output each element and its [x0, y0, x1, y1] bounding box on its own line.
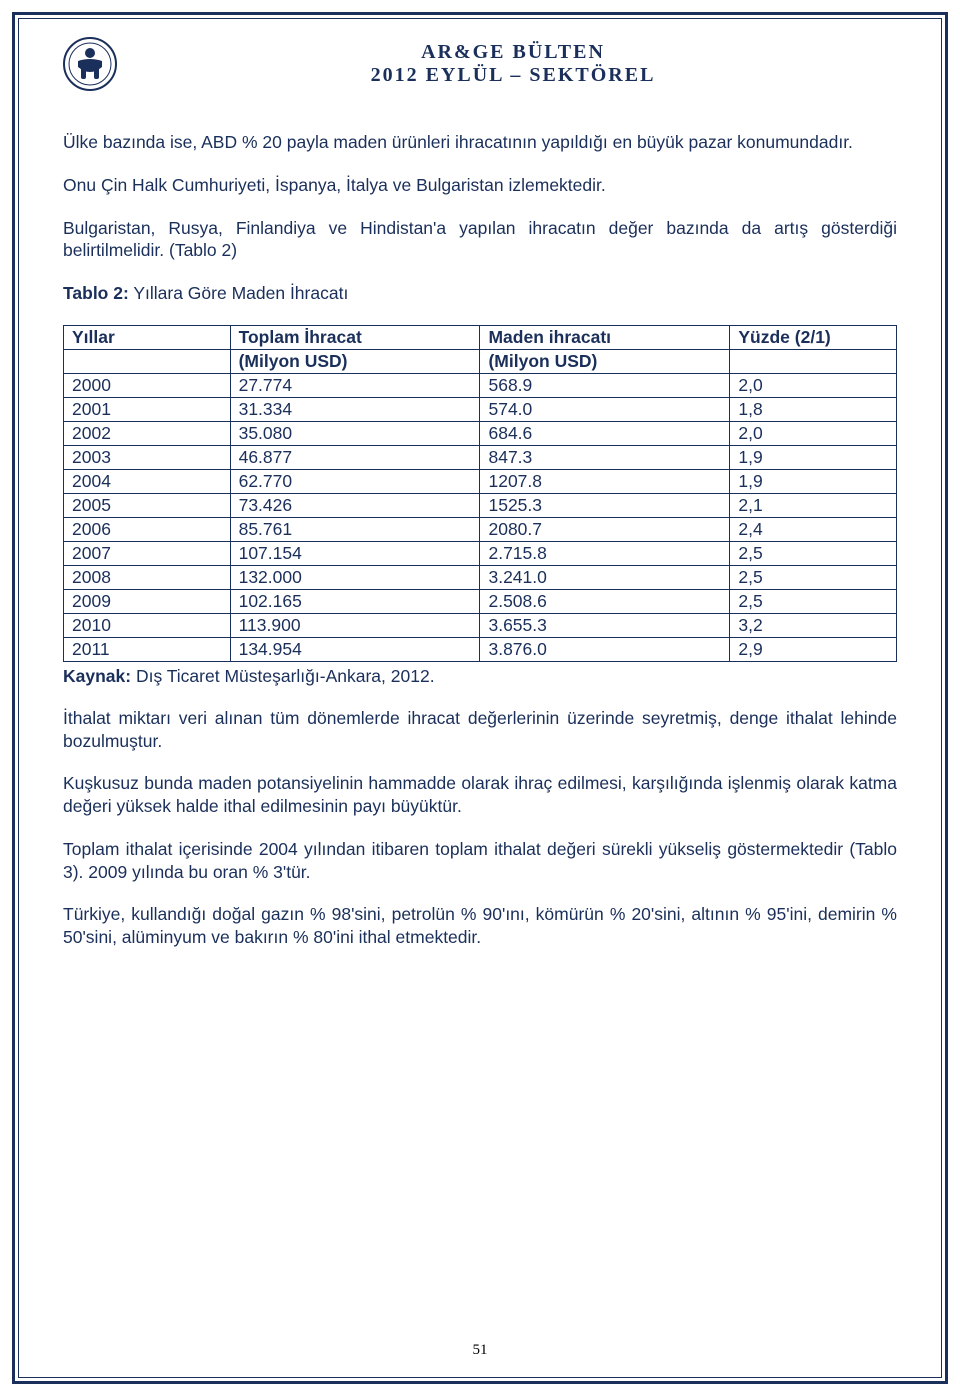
table-row: 200027.774568.92,0	[64, 373, 897, 397]
table-cell: 1,9	[730, 445, 897, 469]
paragraph-1: Ülke bazında ise, ABD % 20 payla maden ü…	[63, 131, 897, 154]
source-label: Kaynak:	[63, 666, 131, 686]
table-caption-bold: Tablo 2:	[63, 283, 129, 303]
col-sub-total: (Milyon USD)	[230, 349, 480, 373]
table-caption: Tablo 2: Yıllara Göre Maden İhracatı	[63, 282, 897, 305]
table-cell: 2007	[64, 541, 231, 565]
table-cell: 847.3	[480, 445, 730, 469]
table-cell: 2,5	[730, 541, 897, 565]
table-cell: 35.080	[230, 421, 480, 445]
col-header-mining: Maden ihracatı	[480, 325, 730, 349]
page-number: 51	[19, 1342, 941, 1359]
table-cell: 85.761	[230, 517, 480, 541]
table-cell: 2000	[64, 373, 231, 397]
table-cell: 2003	[64, 445, 231, 469]
col-sub-pct	[730, 349, 897, 373]
table-cell: 2,0	[730, 421, 897, 445]
header-text-block: AR&GE BÜLTEN 2012 EYLÜL – SEKTÖREL	[129, 41, 897, 87]
table-cell: 1207.8	[480, 469, 730, 493]
col-sub-mining: (Milyon USD)	[480, 349, 730, 373]
table-cell: 2080.7	[480, 517, 730, 541]
outer-frame: AR&GE BÜLTEN 2012 EYLÜL – SEKTÖREL Ülke …	[12, 12, 948, 1384]
table-cell: 107.154	[230, 541, 480, 565]
table-cell: 3.241.0	[480, 565, 730, 589]
table-cell: 31.334	[230, 397, 480, 421]
table-cell: 2010	[64, 613, 231, 637]
table-cell: 2,5	[730, 565, 897, 589]
table-cell: 1,8	[730, 397, 897, 421]
table-cell: 2,9	[730, 637, 897, 661]
table-cell: 2.508.6	[480, 589, 730, 613]
table-cell: 134.954	[230, 637, 480, 661]
table-cell: 1,9	[730, 469, 897, 493]
table-cell: 62.770	[230, 469, 480, 493]
table-row: 2010113.9003.655.33,2	[64, 613, 897, 637]
table-cell: 3,2	[730, 613, 897, 637]
table-cell: 2001	[64, 397, 231, 421]
table-cell: 2004	[64, 469, 231, 493]
document-header: AR&GE BÜLTEN 2012 EYLÜL – SEKTÖREL	[63, 37, 897, 91]
table-row: 200346.877847.31,9	[64, 445, 897, 469]
table-cell: 2,1	[730, 493, 897, 517]
logo-icon	[63, 37, 117, 91]
table-cell: 2,4	[730, 517, 897, 541]
header-subtitle: 2012 EYLÜL – SEKTÖREL	[129, 64, 897, 87]
col-sub-year	[64, 349, 231, 373]
col-header-pct: Yüzde (2/1)	[730, 325, 897, 349]
table-row: 2009102.1652.508.62,5	[64, 589, 897, 613]
table-cell: 2.715.8	[480, 541, 730, 565]
paragraph-4: İthalat miktarı veri alınan tüm dönemler…	[63, 707, 897, 753]
paragraph-3: Bulgaristan, Rusya, Finlandiya ve Hindis…	[63, 217, 897, 263]
table-caption-text: Yıllara Göre Maden İhracatı	[129, 283, 349, 303]
table-row: 2007107.1542.715.82,5	[64, 541, 897, 565]
inner-frame: AR&GE BÜLTEN 2012 EYLÜL – SEKTÖREL Ülke …	[18, 18, 942, 1378]
paragraph-5: Kuşkusuz bunda maden potansiyelinin hamm…	[63, 772, 897, 818]
table-cell: 2,0	[730, 373, 897, 397]
table-row: 2008132.0003.241.02,5	[64, 565, 897, 589]
table-row: 2011134.9543.876.02,9	[64, 637, 897, 661]
table-cell: 2002	[64, 421, 231, 445]
table-cell: 2008	[64, 565, 231, 589]
header-title: AR&GE BÜLTEN	[129, 41, 897, 64]
table-cell: 46.877	[230, 445, 480, 469]
table-source: Kaynak: Dış Ticaret Müsteşarlığı-Ankara,…	[63, 666, 897, 687]
table-cell: 27.774	[230, 373, 480, 397]
table-cell: 2006	[64, 517, 231, 541]
table-row: 200462.7701207.81,9	[64, 469, 897, 493]
table-cell: 113.900	[230, 613, 480, 637]
table-cell: 132.000	[230, 565, 480, 589]
table-row: 200685.7612080.72,4	[64, 517, 897, 541]
table-cell: 3.876.0	[480, 637, 730, 661]
table-cell: 574.0	[480, 397, 730, 421]
table-cell: 1525.3	[480, 493, 730, 517]
table-row: 200131.334574.01,8	[64, 397, 897, 421]
table-cell: 684.6	[480, 421, 730, 445]
table-cell: 2,5	[730, 589, 897, 613]
table-cell: 2005	[64, 493, 231, 517]
table-row: 200573.4261525.32,1	[64, 493, 897, 517]
table-cell: 3.655.3	[480, 613, 730, 637]
paragraph-6: Toplam ithalat içerisinde 2004 yılından …	[63, 838, 897, 884]
source-text: Dış Ticaret Müsteşarlığı-Ankara, 2012.	[131, 666, 434, 686]
table-cell: 73.426	[230, 493, 480, 517]
table-cell: 2009	[64, 589, 231, 613]
paragraph-7: Türkiye, kullandığı doğal gazın % 98'sin…	[63, 903, 897, 949]
table-cell: 568.9	[480, 373, 730, 397]
table-body: 200027.774568.92,0200131.334574.01,82002…	[64, 373, 897, 661]
table-row: 200235.080684.62,0	[64, 421, 897, 445]
data-table: Yıllar Toplam İhracat Maden ihracatı Yüz…	[63, 325, 897, 662]
col-header-year: Yıllar	[64, 325, 231, 349]
table-cell: 102.165	[230, 589, 480, 613]
paragraph-2: Onu Çin Halk Cumhuriyeti, İspanya, İtaly…	[63, 174, 897, 197]
col-header-total: Toplam İhracat	[230, 325, 480, 349]
table-cell: 2011	[64, 637, 231, 661]
table-header: Yıllar Toplam İhracat Maden ihracatı Yüz…	[64, 325, 897, 373]
